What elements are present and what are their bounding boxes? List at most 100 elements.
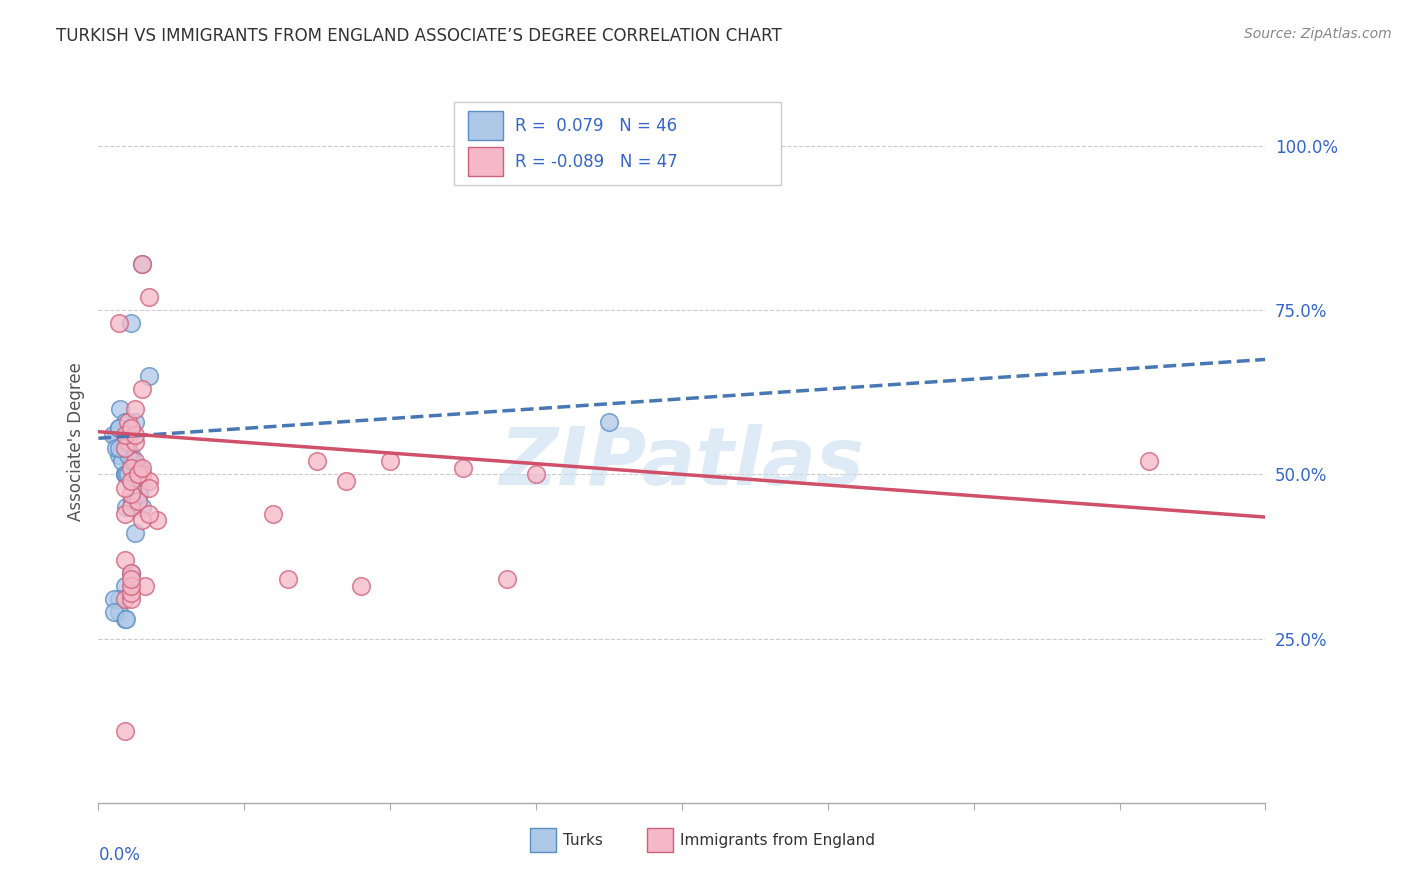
Point [117, 434, 139, 449]
Y-axis label: Associate's Degree: Associate's Degree [66, 362, 84, 521]
Point [114, 553, 136, 567]
Point [127, 467, 149, 482]
Point [115, 612, 138, 626]
Point [120, 487, 142, 501]
Point [124, 434, 146, 449]
Point [108, 316, 131, 330]
Point [120, 585, 142, 599]
Text: TURKISH VS IMMIGRANTS FROM ENGLAND ASSOCIATE’S DEGREE CORRELATION CHART: TURKISH VS IMMIGRANTS FROM ENGLAND ASSOC… [56, 27, 782, 45]
Point [115, 500, 138, 515]
Point [121, 454, 143, 468]
Point [114, 723, 136, 738]
Point [131, 257, 153, 271]
Bar [647, 828, 672, 852]
Point [117, 441, 139, 455]
Point [307, 454, 329, 468]
Point [131, 467, 153, 482]
Point [108, 592, 131, 607]
Text: Immigrants from England: Immigrants from England [679, 832, 875, 847]
Point [120, 474, 142, 488]
Point [138, 474, 160, 488]
Text: 0.0%: 0.0% [98, 847, 141, 864]
Point [108, 441, 131, 455]
Text: R = -0.089   N = 47: R = -0.089 N = 47 [515, 153, 678, 171]
Point [115, 467, 138, 482]
Point [110, 401, 132, 416]
Point [134, 579, 156, 593]
Point [350, 579, 373, 593]
Point [262, 507, 284, 521]
Point [114, 441, 136, 455]
Point [114, 434, 136, 449]
FancyBboxPatch shape [454, 102, 782, 185]
Point [120, 421, 142, 435]
Point [128, 487, 150, 501]
Point [108, 448, 131, 462]
Point [114, 467, 136, 482]
Point [124, 401, 146, 416]
Bar [468, 147, 503, 177]
Point [138, 507, 160, 521]
Point [451, 460, 474, 475]
Point [114, 579, 136, 593]
Point [380, 454, 402, 468]
Point [277, 573, 299, 587]
Point [117, 448, 139, 462]
Point [111, 454, 134, 468]
Text: R =  0.079   N = 46: R = 0.079 N = 46 [515, 117, 678, 135]
Point [120, 579, 142, 593]
Point [120, 316, 142, 330]
Point [335, 474, 357, 488]
Point [131, 513, 153, 527]
Point [124, 454, 146, 468]
Point [114, 415, 136, 429]
Point [120, 460, 142, 475]
Point [128, 481, 150, 495]
Point [114, 612, 136, 626]
Point [114, 592, 136, 607]
Bar [468, 112, 503, 140]
Point [117, 434, 139, 449]
Point [117, 467, 139, 482]
Point [117, 415, 139, 429]
Point [120, 566, 142, 580]
Point [103, 605, 125, 619]
Text: Turks: Turks [562, 832, 603, 847]
Point [120, 592, 142, 607]
Point [138, 481, 160, 495]
Point [120, 448, 142, 462]
Point [124, 526, 146, 541]
Point [114, 507, 136, 521]
Bar [530, 828, 555, 852]
Point [117, 434, 139, 449]
Point [108, 605, 131, 619]
Point [1137, 454, 1160, 468]
Point [124, 460, 146, 475]
Point [114, 481, 136, 495]
Point [138, 368, 160, 383]
Point [131, 382, 153, 396]
Point [146, 513, 169, 527]
Point [108, 421, 131, 435]
Point [496, 573, 519, 587]
Point [111, 441, 134, 455]
Point [121, 493, 143, 508]
Point [120, 566, 142, 580]
Point [138, 290, 160, 304]
Point [598, 415, 620, 429]
Point [131, 257, 153, 271]
Text: Source: ZipAtlas.com: Source: ZipAtlas.com [1244, 27, 1392, 41]
Point [524, 467, 547, 482]
Point [121, 474, 143, 488]
Point [114, 428, 136, 442]
Point [127, 493, 149, 508]
Point [108, 421, 131, 435]
Point [120, 460, 142, 475]
Point [124, 428, 146, 442]
Point [124, 415, 146, 429]
Point [131, 460, 153, 475]
Text: ZIPatlas: ZIPatlas [499, 425, 865, 502]
Point [131, 500, 153, 515]
Point [103, 592, 125, 607]
Point [128, 460, 150, 475]
